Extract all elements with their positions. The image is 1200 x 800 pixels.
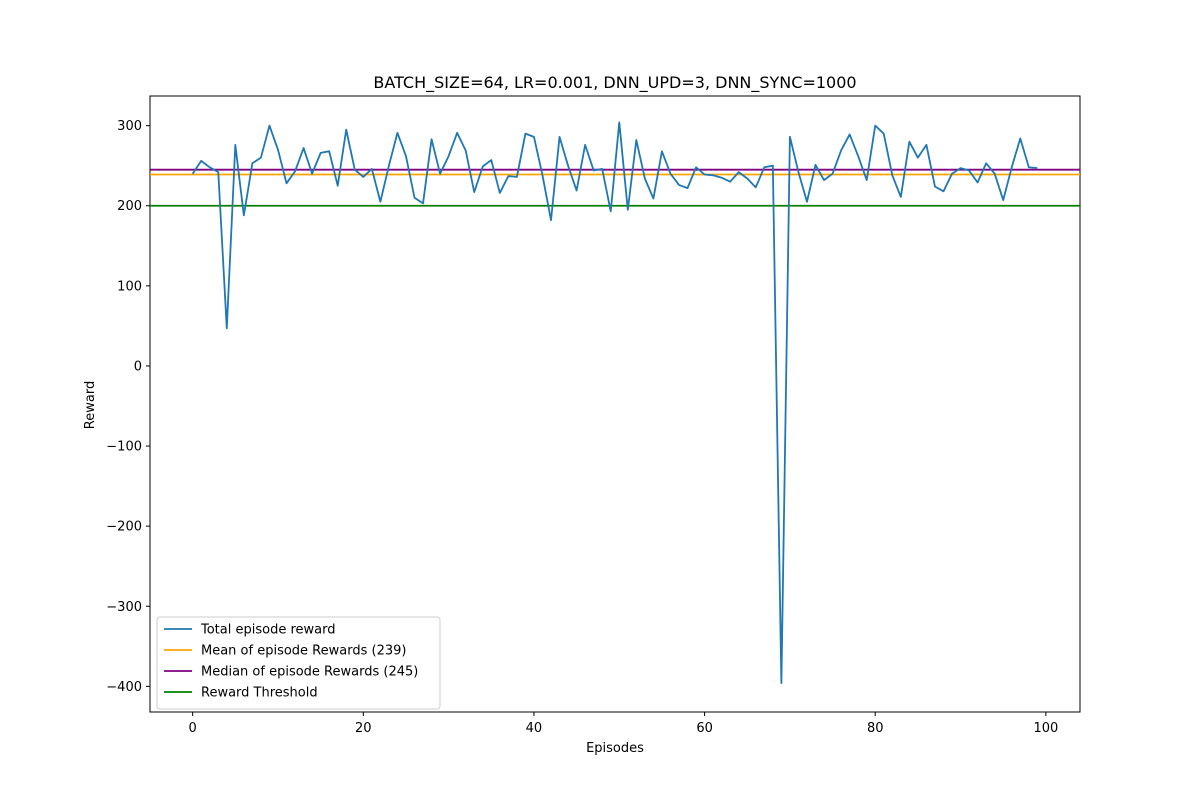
y-tick-label: 0 — [134, 359, 142, 374]
y-tick-label: 300 — [117, 119, 142, 134]
x-tick-label: 80 — [867, 721, 884, 736]
x-tick-label: 20 — [355, 721, 372, 736]
y-axis: −400 −300 −200 −100 0 100 200 300 — [106, 119, 150, 695]
y-tick-label: −200 — [106, 520, 142, 535]
y-tick-label: −400 — [106, 680, 142, 695]
legend-label-1: Mean of episode Rewards (239) — [201, 644, 406, 659]
chart-title: BATCH_SIZE=64, LR=0.001, DNN_UPD=3, DNN_… — [373, 73, 856, 93]
x-tick-label: 60 — [696, 721, 713, 736]
y-tick-label: −300 — [106, 600, 142, 615]
legend-label-0: Total episode reward — [200, 623, 336, 638]
series-line-0 — [191, 121, 1038, 685]
y-tick-label: 100 — [117, 279, 142, 294]
legend: Total episode reward Mean of episode Rewa… — [156, 616, 441, 710]
plot-area — [149, 95, 1081, 713]
y-tick-label: 200 — [117, 199, 142, 214]
x-axis-label: Episodes — [586, 741, 644, 756]
legend-label-2: Median of episode Rewards (245) — [201, 665, 418, 680]
x-tick-label: 0 — [189, 721, 197, 736]
x-tick-label: 40 — [526, 721, 543, 736]
x-tick-label: 100 — [1033, 721, 1058, 736]
legend-label-3: Reward Threshold — [201, 686, 318, 701]
y-tick-label: −100 — [106, 440, 142, 455]
y-axis-label: Reward — [83, 381, 98, 429]
legend-box — [156, 616, 441, 710]
x-axis: 0 20 40 60 80 100 — [189, 712, 1058, 736]
series-layer — [191, 121, 1038, 685]
